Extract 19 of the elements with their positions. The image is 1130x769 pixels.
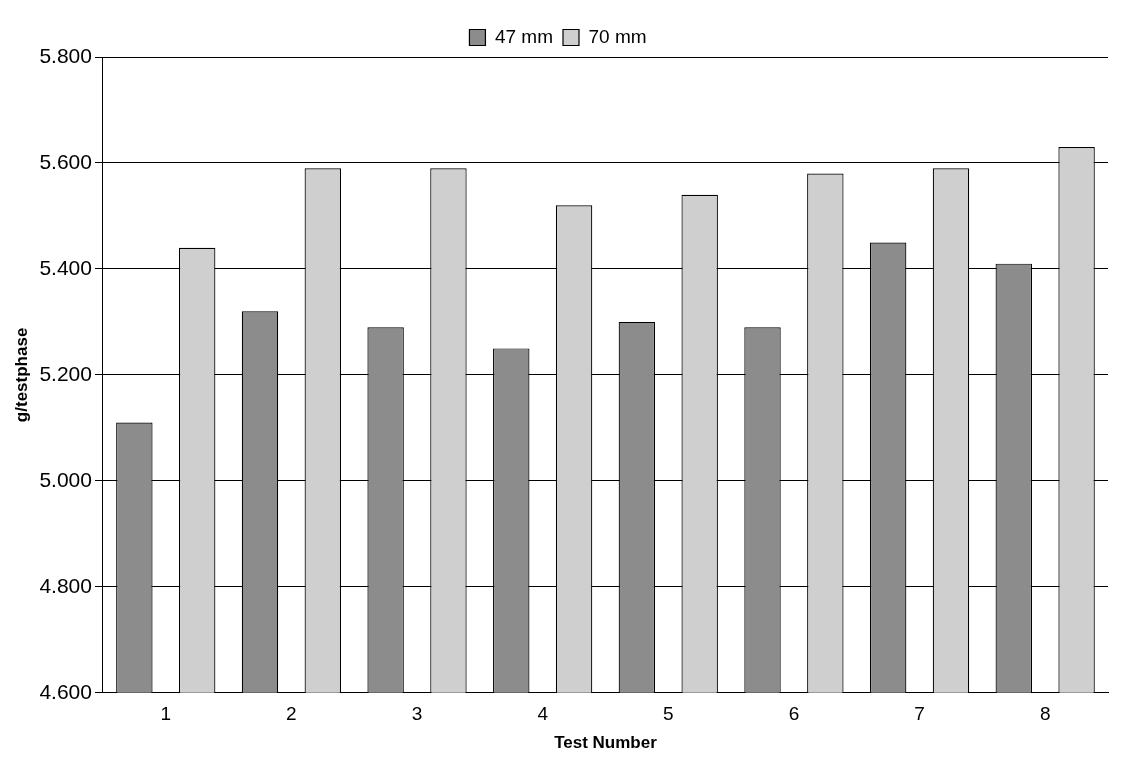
legend-label: 70 mm <box>588 25 647 47</box>
x-tick-label: 4 <box>537 703 549 725</box>
y-tick-label: 4.800 <box>39 573 92 597</box>
y-tick-label: 5.800 <box>39 43 92 67</box>
y-tick-label: 5.600 <box>39 149 92 173</box>
legend-label: 47 mm <box>494 25 554 47</box>
x-tick-label: 6 <box>788 703 800 725</box>
x-tick-label: 8 <box>1039 703 1051 725</box>
y-axis-title: g/testphase <box>11 327 31 423</box>
x-tick-label: 2 <box>286 703 297 725</box>
y-tick-label: 5.400 <box>39 255 92 279</box>
y-tick-label: 4.600 <box>39 679 92 703</box>
y-tick-label: 5.000 <box>39 467 92 491</box>
x-tick-label: 3 <box>411 703 423 725</box>
y-tick-label: 5.200 <box>39 361 92 385</box>
x-tick-label: 1 <box>160 703 172 725</box>
x-tick-label: 5 <box>663 703 674 725</box>
x-tick-label: 7 <box>914 703 925 725</box>
x-axis-title: Test Number <box>554 733 658 753</box>
